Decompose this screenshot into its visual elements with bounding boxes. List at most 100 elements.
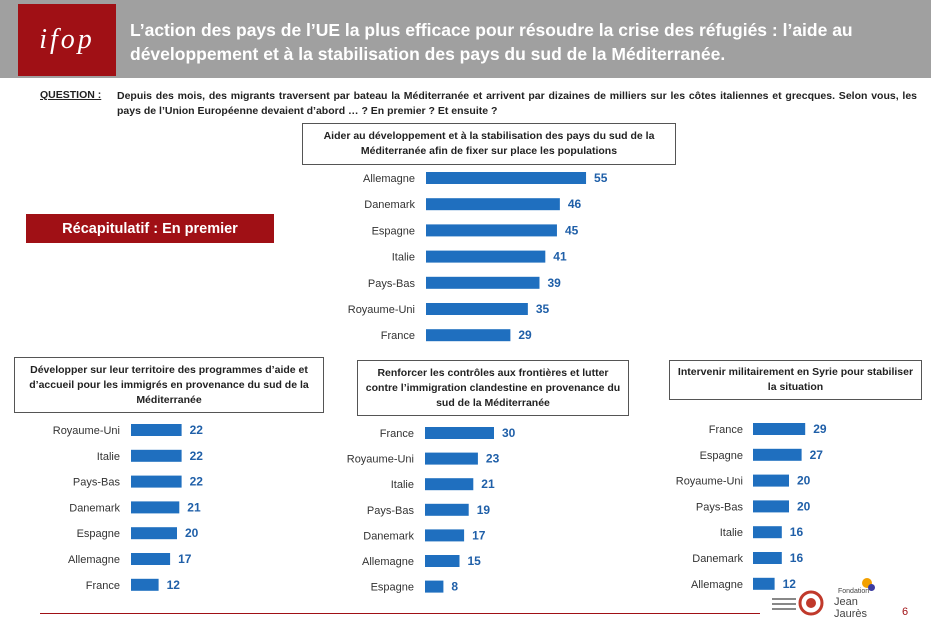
chart4-value-label: 27: [810, 448, 824, 462]
chart3-bar: [425, 427, 494, 439]
chart1-bar: [426, 224, 557, 237]
question-label: QUESTION :: [40, 89, 102, 101]
chart1-category-label: Italie: [392, 252, 415, 264]
chart1-bar: [426, 250, 546, 263]
page-title: L’action des pays de l’UE la plus effica…: [130, 20, 853, 64]
chart4-category-label: Allemagne: [691, 579, 743, 591]
chart2-category-label: Espagne: [77, 528, 120, 540]
chart3-category-label: Espagne: [371, 582, 414, 594]
chart1-category-label: Espagne: [372, 225, 415, 237]
chart1-bar: [426, 329, 511, 342]
chart-title-2: Développer sur leur territoire des progr…: [14, 357, 324, 413]
chart2-value-label: 20: [185, 526, 199, 540]
page-number: 6: [902, 606, 909, 618]
fjj-line1: Fondation: [838, 588, 870, 595]
partner-logo-lines: [772, 598, 796, 612]
chart1-bar: [426, 276, 540, 289]
chart3-bar: [425, 555, 460, 567]
chart4-category-label: Danemark: [692, 553, 743, 565]
chart4-bar: [753, 500, 789, 513]
chart2-value-label: 22: [190, 475, 204, 489]
chart3-bar: [425, 529, 465, 542]
chart2-bar: [131, 578, 159, 591]
chart3-category-label: Italie: [391, 479, 414, 491]
chart1-value-label: 55: [594, 171, 608, 185]
footer-divider: [40, 613, 760, 614]
chart4-value-label: 20: [797, 499, 811, 513]
chart1-value-label: 35: [536, 302, 550, 316]
chart4-bar: [753, 474, 789, 487]
chart2-bar: [131, 424, 182, 436]
chart3-category-label: Allemagne: [362, 556, 414, 568]
chart4-bar: [753, 577, 775, 590]
chart4-value-label: 29: [813, 422, 827, 436]
chart4-bar: [753, 448, 802, 461]
chart4-category-label: Royaume-Uni: [676, 476, 743, 488]
chart-title-4: Intervenir militairement en Syrie pour s…: [669, 360, 922, 400]
recap-badge: Récapitulatif : En premier: [26, 214, 274, 243]
chart4-category-label: France: [709, 424, 743, 436]
chart2-category-label: Italie: [97, 451, 120, 463]
chart2-category-label: Royaume-Uni: [53, 425, 120, 437]
chart2-bar: [131, 475, 182, 488]
chart1-value-label: 46: [568, 197, 582, 211]
chart4-value-label: 20: [797, 474, 811, 488]
chart3-value-label: 30: [502, 426, 516, 440]
chart2-value-label: 21: [187, 500, 201, 514]
chart3-value-label: 17: [472, 528, 486, 542]
chart3-category-label: Royaume-Uni: [347, 454, 414, 466]
question-text: Depuis des mois, des migrants traversent…: [117, 90, 917, 117]
chart2-category-label: Allemagne: [68, 554, 120, 566]
chart2-bar: [131, 449, 182, 462]
chart3-value-label: 21: [481, 477, 495, 491]
title-bar: [0, 0, 931, 78]
chart1-category-label: France: [381, 330, 415, 342]
chart4-value-label: 12: [783, 577, 797, 591]
chart1-category-label: Allemagne: [363, 173, 415, 185]
chart1-bar: [426, 198, 560, 211]
chart1-value-label: 39: [547, 276, 561, 290]
chart1-category-label: Pays-Bas: [368, 278, 416, 290]
chart2-category-label: Pays-Bas: [73, 477, 121, 489]
chart4-bar: [753, 552, 782, 564]
chart4-category-label: Italie: [720, 527, 743, 539]
chart3-value-label: 23: [486, 452, 500, 466]
chart4-value-label: 16: [790, 551, 804, 565]
chart2-value-label: 22: [190, 449, 204, 463]
chart3-value-label: 19: [477, 503, 491, 517]
chart-title-3: Renforcer les contrôles aux frontières e…: [357, 360, 629, 416]
chart2-bar: [131, 501, 180, 514]
chart3-category-label: France: [380, 428, 414, 440]
chart-title-1: Aider au développement et à la stabilisa…: [302, 123, 676, 165]
chart1-value-label: 45: [565, 223, 579, 237]
chart3-category-label: Pays-Bas: [367, 505, 415, 517]
chart1-category-label: Danemark: [364, 199, 415, 211]
chart4-category-label: Pays-Bas: [696, 501, 744, 513]
chart4-value-label: 16: [790, 525, 804, 539]
chart3-bar: [425, 503, 469, 516]
ifop-logo: ifop: [18, 4, 116, 76]
chart3-category-label: Danemark: [363, 530, 414, 542]
chart3-bar: [425, 580, 444, 593]
chart2-value-label: 12: [167, 578, 181, 592]
fondation-jean-jaures-logo: Fondation Jean Jaurès: [832, 578, 892, 620]
logo-text: ifop: [39, 24, 95, 55]
chart2-category-label: Danemark: [69, 502, 120, 514]
chart4-bar: [753, 526, 782, 539]
chart1-category-label: Royaume-Uni: [348, 304, 415, 316]
fjj-line2: Jean Jaurès: [834, 596, 868, 620]
chart2-category-label: France: [86, 580, 120, 592]
chart1-value-label: 41: [553, 250, 567, 264]
chart2-value-label: 22: [190, 423, 204, 437]
chart2-value-label: 17: [178, 552, 192, 566]
chart1-value-label: 29: [518, 328, 532, 342]
chart4-bar: [753, 423, 806, 435]
chart2-bar: [131, 527, 177, 540]
partner-seal-icon: [798, 590, 824, 616]
chart2-bar: [131, 553, 171, 565]
chart3-bar: [425, 478, 474, 491]
chart3-value-label: 8: [451, 580, 458, 594]
chart4-category-label: Espagne: [700, 450, 743, 462]
chart1-bar: [426, 172, 587, 184]
